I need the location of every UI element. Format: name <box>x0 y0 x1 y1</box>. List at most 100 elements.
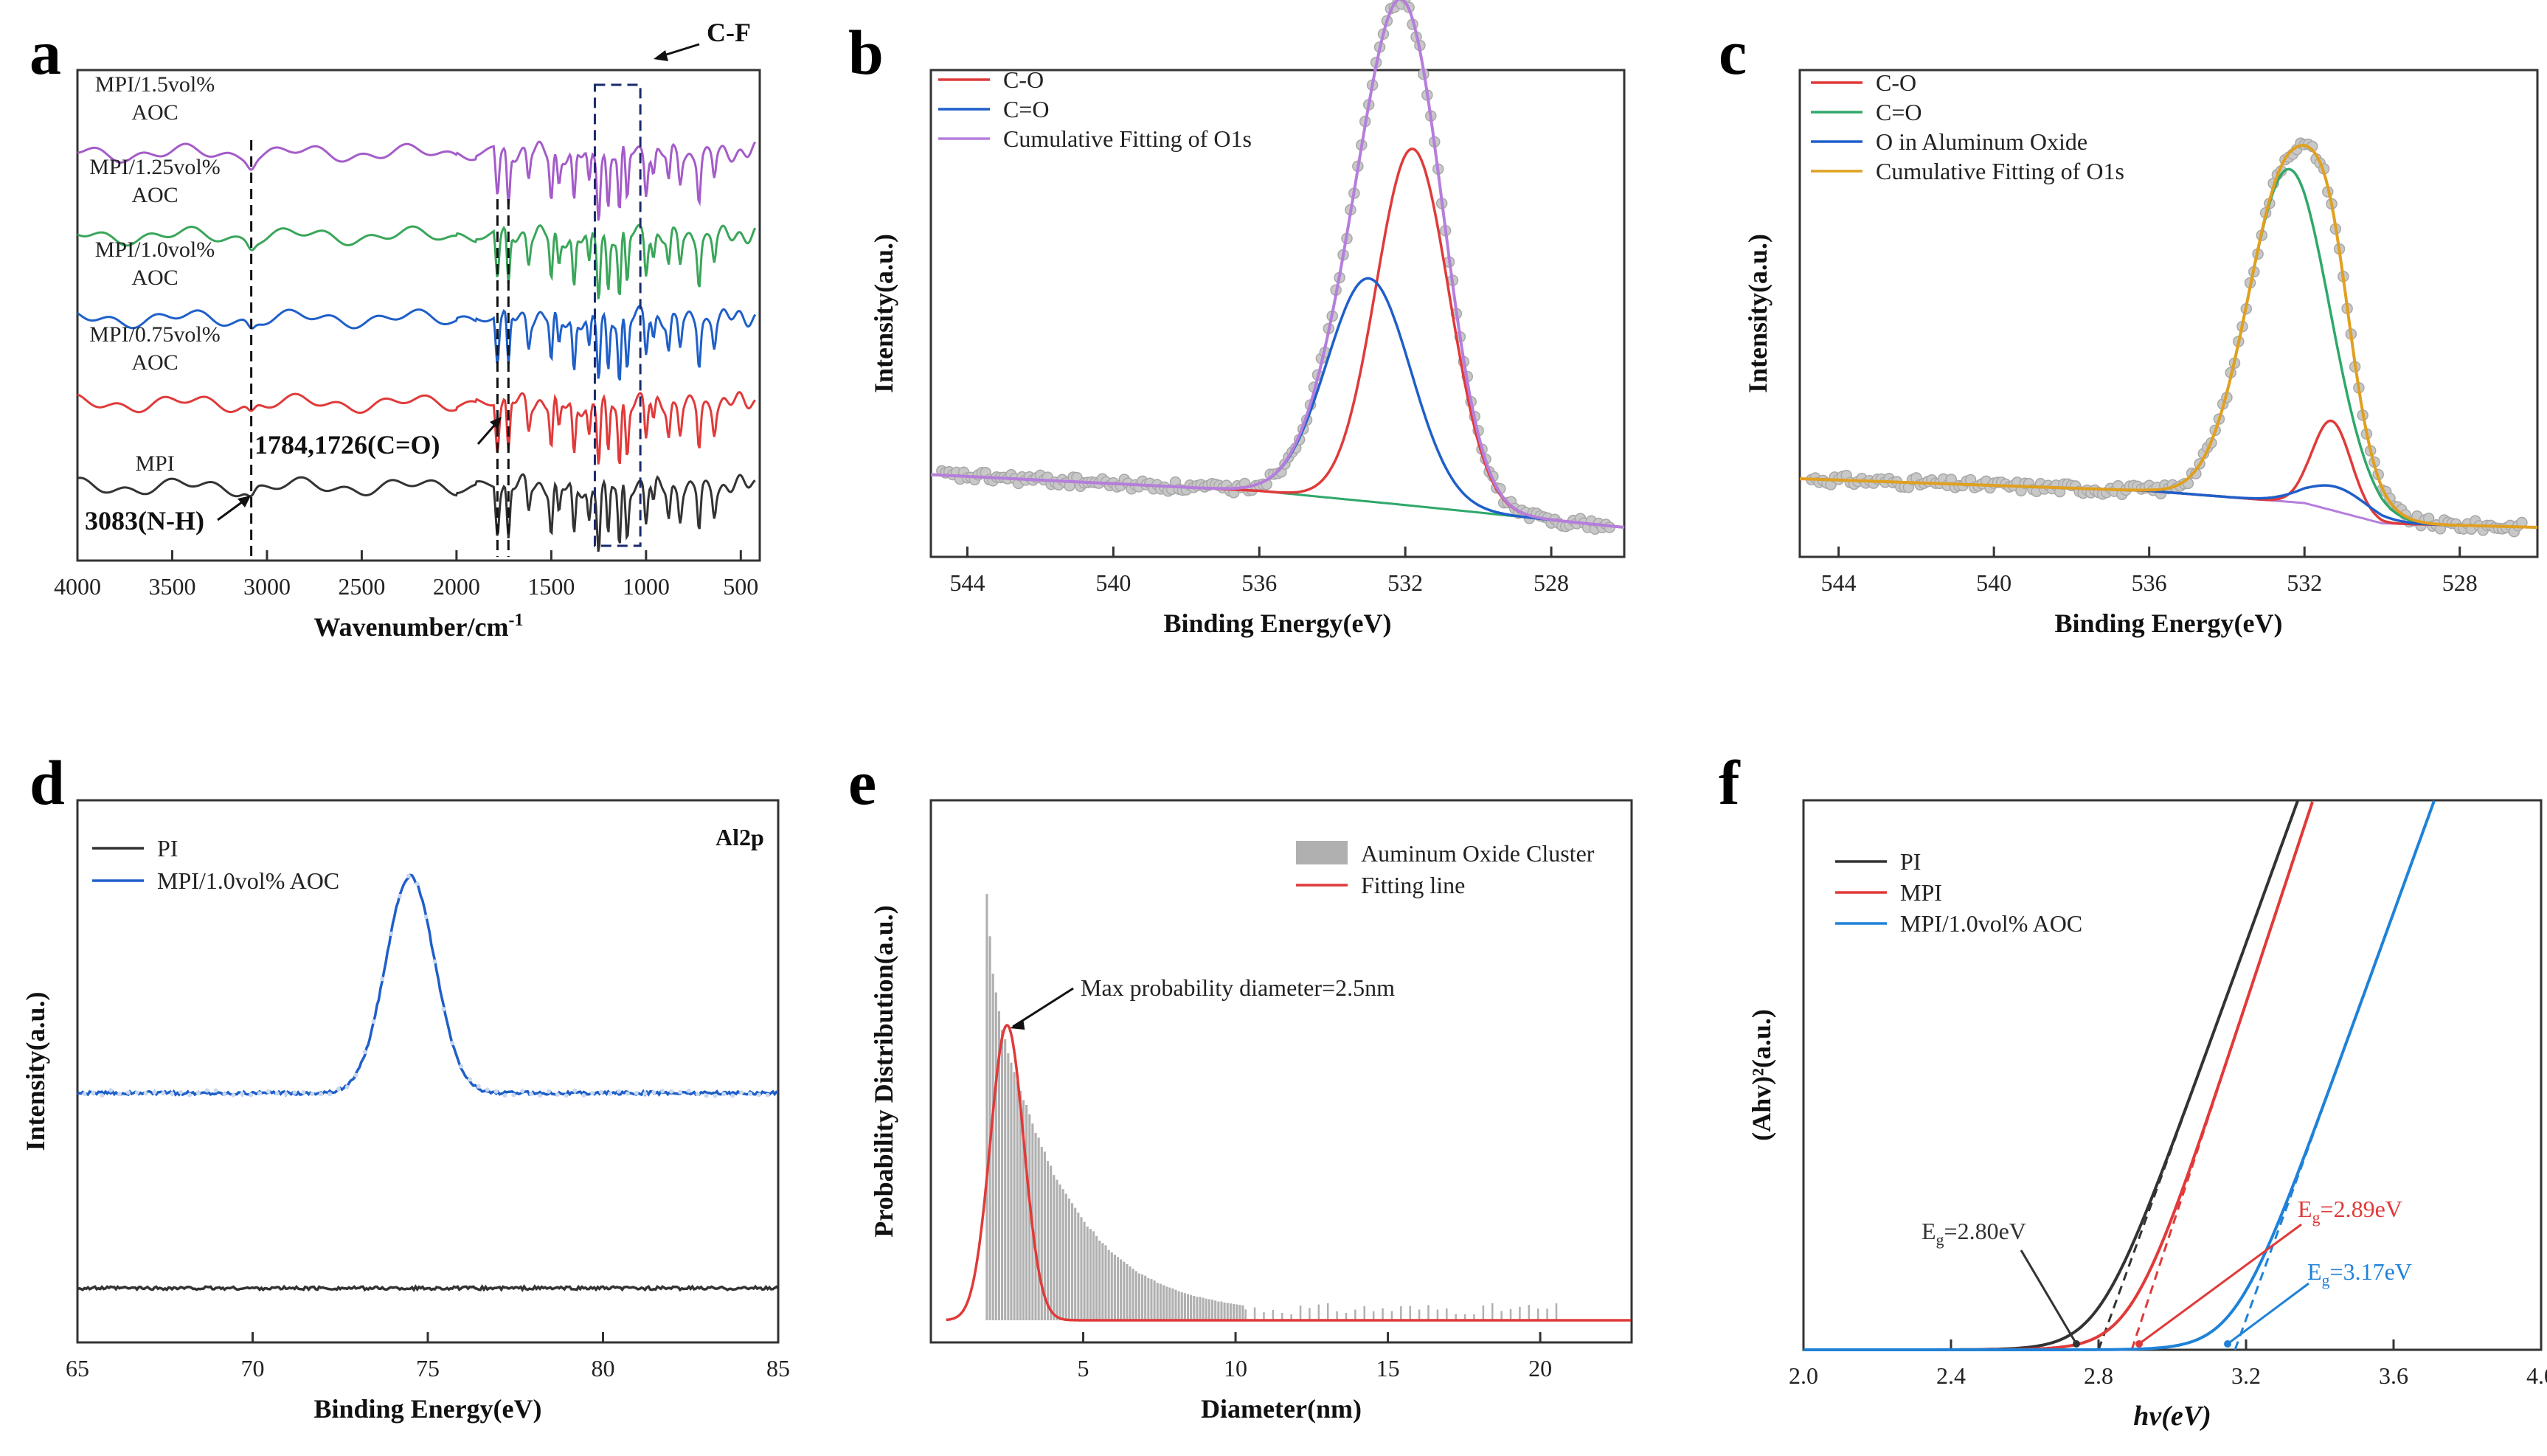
tauc-annotation: Eg=2.89eV <box>2298 1196 2402 1227</box>
al2p-data-point <box>642 1091 648 1096</box>
ftir-x-tick-label: 4000 <box>54 573 101 600</box>
hist-bar <box>1086 1227 1089 1320</box>
hist-bar <box>1129 1266 1132 1320</box>
al2p-data-point <box>371 1019 376 1025</box>
al2p-data-point <box>660 1089 665 1094</box>
hist-bar <box>1229 1303 1232 1320</box>
hist-bar <box>1126 1263 1129 1320</box>
hist-bar <box>1067 1198 1070 1320</box>
hist-bar <box>1509 1308 1512 1320</box>
ftir-arrow-line <box>663 43 700 57</box>
al2p-data-point <box>283 1091 288 1096</box>
hist-arrow-head <box>1010 1019 1025 1030</box>
o1s-c-x-tick-label: 532 <box>2287 569 2322 596</box>
hist-bar <box>1190 1294 1193 1320</box>
panel-e-histogram-chart: 5 10 15 20 Diameter(nm) Probability Distribut… <box>869 799 1633 1424</box>
al2p-legend-label: MPI/1.0vol% AOC <box>157 867 339 894</box>
ftir-series-label: AOC <box>131 266 178 290</box>
o1s-b-component-line <box>930 277 1625 529</box>
ftir-arrow-head <box>654 50 668 61</box>
al2p-data-point <box>179 1089 184 1095</box>
ftir-annotation-cf: C-F <box>707 18 751 47</box>
o1s-c-legend-label: C-O <box>1876 69 1916 96</box>
ftir-series-label: MPI/1.5vol% <box>95 72 215 97</box>
hist-bar <box>991 974 994 1320</box>
al2p-data-point <box>108 1088 114 1093</box>
hist-bar <box>1180 1292 1183 1320</box>
o1s-c-legend-label: C=O <box>1876 99 1922 125</box>
al2p-data-point <box>423 914 429 919</box>
hist-bar <box>1463 1314 1466 1320</box>
tauc-y-axis-label: (Ahv)²(a.u.) <box>1747 1009 1776 1141</box>
hist-bar <box>1241 1305 1244 1320</box>
hist-bar <box>1372 1311 1375 1320</box>
al2p-data-point <box>713 1093 718 1098</box>
ftir-annotation-co: 1784,1726(C=O) <box>254 430 440 460</box>
hist-bar <box>1299 1306 1302 1320</box>
al2p-data-point <box>249 1092 254 1098</box>
hist-bar <box>1400 1306 1402 1320</box>
al2p-data-point <box>143 1091 148 1096</box>
o1s-c-x-tick-label: 528 <box>2442 569 2478 596</box>
al2p-data-point <box>91 1090 96 1095</box>
hist-bar <box>1309 1308 1311 1320</box>
al2p-data-point <box>100 1093 105 1098</box>
al2p-data-point <box>529 1092 534 1097</box>
al2p-data-point <box>257 1091 262 1096</box>
hist-bar <box>1253 1307 1256 1320</box>
ftir-x-tick-label: 500 <box>723 573 758 600</box>
hist-bar <box>1022 1100 1025 1320</box>
al2p-data-point <box>353 1072 358 1078</box>
hist-bar <box>1019 1090 1022 1320</box>
al2p-data-point <box>336 1086 341 1092</box>
al2p-data-point <box>564 1093 569 1098</box>
o1s-b-x-tick-label: 528 <box>1534 569 1569 596</box>
o1s-b-legend-label: Cumulative Fitting of O1s <box>1003 125 1252 152</box>
o1s-b-x-tick-label: 532 <box>1387 569 1423 596</box>
hist-bar <box>1446 1308 1448 1320</box>
hist-bar <box>988 936 991 1320</box>
hist-fitting-line <box>946 1024 1631 1322</box>
hist-bar <box>1104 1245 1107 1320</box>
hist-legend-swatch <box>1296 841 1348 864</box>
hist-bar <box>1120 1259 1123 1320</box>
al2p-data-point <box>625 1091 630 1096</box>
hist-bar <box>1390 1311 1393 1320</box>
al2p-x-tick-label: 85 <box>766 1355 790 1382</box>
al2p-data-point <box>134 1090 139 1095</box>
al2p-data-point <box>468 1077 472 1082</box>
al2p-data-point <box>555 1092 560 1098</box>
al2p-data-point <box>721 1092 727 1097</box>
hist-bar <box>1220 1301 1223 1320</box>
hist-bar <box>1244 1309 1247 1320</box>
hist-bar <box>1159 1283 1162 1320</box>
hist-bar <box>1536 1308 1539 1320</box>
al2p-data-point <box>520 1089 525 1094</box>
panel-a-ftir-chart: 4000 3500 3000 2500 2000 1500 1000 500 Wavenumbe… <box>54 18 761 642</box>
hist-bar <box>1272 1309 1275 1320</box>
hist-bar <box>1107 1249 1110 1320</box>
hist-bar <box>1113 1255 1116 1320</box>
hist-bar <box>1077 1212 1080 1320</box>
al2p-data-point <box>459 1064 464 1069</box>
hist-bar <box>1183 1293 1186 1320</box>
o1s-b-plot-frame <box>929 69 1626 558</box>
hist-bar <box>1071 1203 1074 1320</box>
hist-bar <box>1083 1221 1086 1320</box>
tauc-x-tick-label: 2.0 <box>1789 1362 1818 1389</box>
al2p-data-point <box>599 1089 604 1095</box>
al2p-data-point <box>651 1090 656 1095</box>
ftir-series-line <box>77 473 756 552</box>
hist-x-tick-label: 5 <box>1078 1355 1089 1382</box>
al2p-data-point <box>301 1089 306 1095</box>
al2p-data-point <box>266 1089 271 1094</box>
hist-bar <box>1013 1072 1016 1320</box>
ftir-plot-frame <box>76 69 761 562</box>
hist-bar <box>1116 1257 1120 1320</box>
panel-c-o1s-chart: 544 540 536 532 528 Binding Energy(eV) Intensi… <box>1743 69 2539 638</box>
ftir-x-tick-label: 3500 <box>148 573 195 600</box>
al2p-data-point <box>695 1092 700 1097</box>
al2p-x-tick-label: 65 <box>66 1355 89 1382</box>
hist-bar <box>1482 1305 1485 1320</box>
o1s-c-x-tick-label: 544 <box>1821 569 1857 596</box>
